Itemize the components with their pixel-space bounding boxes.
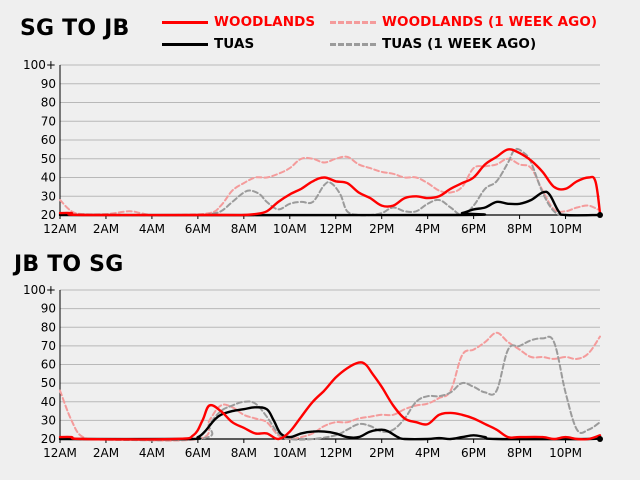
x-tick-label-jb-to-sg: 12AM [43, 446, 77, 460]
y-tick-label-sg-to-jb: 30 [41, 189, 56, 203]
chart-sg-to-jb: 20 30 40 50 60 70 80 90 100+ 12AM 2AM 4AM 6AM 8AM 10AM… [23, 58, 603, 236]
series-line-tuas-1-week-ago-jb-to-sg [59, 335, 601, 442]
chart-title-sg-to-jb: SG TO JB [20, 16, 130, 41]
x-tick-label-jb-to-sg: 10PM [549, 446, 582, 460]
series-line-woodlands-jb-to-sg [58, 361, 602, 441]
x-tick-label-jb-to-sg: 12PM [319, 446, 352, 460]
x-tick-label-jb-to-sg: 4AM [139, 446, 165, 460]
y-tick-label-jb-to-sg: 100+ [23, 283, 56, 297]
y-tick-label-jb-to-sg: 50 [41, 376, 56, 390]
y-tick-label-sg-to-jb: 90 [41, 77, 56, 91]
x-tick-label-sg-to-jb: 12PM [319, 222, 352, 236]
x-tick-label-sg-to-jb: 4AM [139, 222, 165, 236]
chart-jb-to-sg: 20 30 40 50 60 70 80 90 100+ 12AM 2AM 4AM 6AM 8AM 10AM… [23, 283, 603, 460]
y-tick-label-sg-to-jb: 20 [41, 208, 56, 222]
y-tick-label-sg-to-jb: 80 [41, 96, 56, 110]
x-tick-label-jb-to-sg: 6AM [185, 446, 211, 460]
x-tick-label-jb-to-sg: 8AM [231, 446, 257, 460]
legend-swatch-woodlands-1-week-ago [330, 20, 376, 24]
y-tick-label-jb-to-sg: 60 [41, 358, 56, 372]
y-tick-label-jb-to-sg: 70 [41, 339, 56, 353]
x-tick-label-sg-to-jb: 10AM [273, 222, 307, 236]
legend-swatch-tuas [162, 42, 208, 46]
legend-swatch-woodlands [162, 20, 208, 24]
x-tick-label-sg-to-jb: 2AM [93, 222, 119, 236]
y-tick-label-jb-to-sg: 20 [41, 432, 56, 446]
legend-item-woodlands-1-week-ago: WOODLANDS (1 WEEK AGO) [330, 14, 597, 30]
y-tick-label-sg-to-jb: 50 [41, 152, 56, 166]
x-tick-label-jb-to-sg: 4PM [415, 446, 440, 460]
end-marker-jb-to-sg [597, 436, 603, 442]
x-tick-label-sg-to-jb: 8AM [231, 222, 257, 236]
legend: WOODLANDS WOODLANDS (1 WEEK AGO) TUAS TU… [162, 12, 632, 56]
y-tick-label-jb-to-sg: 80 [41, 320, 56, 334]
legend-item-tuas-1-week-ago: TUAS (1 WEEK AGO) [330, 36, 536, 52]
y-tick-label-sg-to-jb: 100+ [23, 58, 56, 72]
x-tick-label-jb-to-sg: 10AM [273, 446, 307, 460]
x-tick-label-sg-to-jb: 6PM [461, 222, 486, 236]
x-tick-label-sg-to-jb: 6AM [185, 222, 211, 236]
x-tick-label-jb-to-sg: 6PM [461, 446, 486, 460]
x-tick-label-sg-to-jb: 10PM [549, 222, 582, 236]
y-tick-label-sg-to-jb: 40 [41, 171, 56, 185]
legend-item-tuas: TUAS [162, 36, 254, 52]
y-tick-label-jb-to-sg: 30 [41, 413, 56, 427]
x-tick-label-sg-to-jb: 2PM [369, 222, 394, 236]
x-tick-label-sg-to-jb: 8PM [507, 222, 532, 236]
y-tick-label-jb-to-sg: 90 [41, 302, 56, 316]
series-line-woodlands-1-week-ago-sg-to-jb [59, 155, 599, 217]
x-tick-label-jb-to-sg: 2AM [93, 446, 119, 460]
chart-title-jb-to-sg: JB TO SG [14, 252, 124, 277]
series-line-woodlands-1-week-ago-jb-to-sg [59, 331, 601, 442]
legend-label-tuas: TUAS [214, 36, 255, 52]
y-tick-label-sg-to-jb: 70 [41, 114, 56, 128]
legend-label-woodlands: WOODLANDS [214, 14, 316, 30]
series-line-woodlands-sg-to-jb [58, 148, 602, 217]
x-tick-label-jb-to-sg: 2PM [369, 446, 394, 460]
x-tick-label-sg-to-jb: 4PM [415, 222, 440, 236]
legend-label-woodlands-1-week-ago: WOODLANDS (1 WEEK AGO) [382, 14, 598, 30]
series-line-tuas-jb-to-sg [58, 406, 602, 441]
legend-item-woodlands: WOODLANDS [162, 14, 315, 30]
legend-swatch-tuas-1-week-ago [330, 42, 376, 46]
series-line-tuas-sg-to-jb [58, 190, 602, 217]
x-tick-label-sg-to-jb: 12AM [43, 222, 77, 236]
y-tick-label-jb-to-sg: 40 [41, 395, 56, 409]
y-tick-label-sg-to-jb: 60 [41, 133, 56, 147]
x-tick-label-jb-to-sg: 8PM [507, 446, 532, 460]
end-marker-sg-to-jb [597, 212, 603, 218]
legend-label-tuas-1-week-ago: TUAS (1 WEEK AGO) [382, 36, 537, 52]
